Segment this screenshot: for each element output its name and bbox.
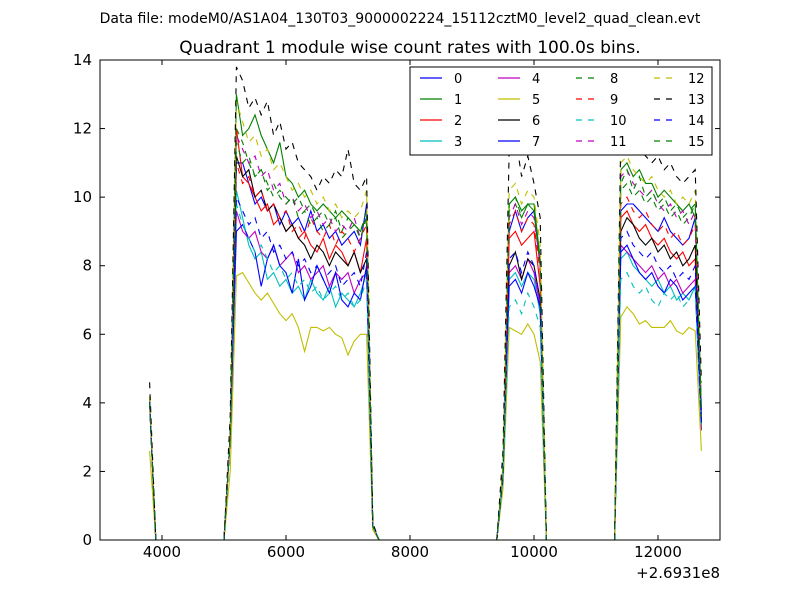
suptitle: Data file: modeM0/AS1A04_130T03_90000022… <box>100 11 701 27</box>
x-offset-label: +2.6931e8 <box>636 564 720 582</box>
legend-label-14: 14 <box>688 114 705 129</box>
legend-label-2: 2 <box>454 114 462 129</box>
legend-label-0: 0 <box>454 72 462 87</box>
y-tick-label: 0 <box>82 531 92 549</box>
legend-label-13: 13 <box>688 93 705 108</box>
y-tick-label: 12 <box>73 120 92 138</box>
y-tick-label: 4 <box>82 394 92 412</box>
x-tick-label: 10000 <box>510 543 558 561</box>
legend-label-5: 5 <box>532 93 540 108</box>
legend-label-1: 1 <box>454 93 462 108</box>
y-tick-label: 8 <box>82 257 92 275</box>
legend-label-10: 10 <box>610 114 627 129</box>
legend-label-12: 12 <box>688 72 705 87</box>
legend-label-6: 6 <box>532 114 540 129</box>
legend-label-8: 8 <box>610 72 618 87</box>
chart: Data file: modeM0/AS1A04_130T03_90000022… <box>0 0 800 600</box>
legend-label-15: 15 <box>688 135 705 150</box>
legend-label-4: 4 <box>532 72 540 87</box>
y-tick-label: 10 <box>73 188 92 206</box>
y-tick-label: 2 <box>82 462 92 480</box>
y-tick-label: 14 <box>73 51 92 69</box>
x-tick-label: 8000 <box>391 543 429 561</box>
legend-label-7: 7 <box>532 135 540 150</box>
y-tick-label: 6 <box>82 325 92 343</box>
x-tick-label: 4000 <box>143 543 181 561</box>
chart-title: Quadrant 1 module wise count rates with … <box>179 38 640 58</box>
legend-label-11: 11 <box>610 135 627 150</box>
x-tick-label: 6000 <box>267 543 305 561</box>
legend-label-3: 3 <box>454 135 462 150</box>
legend-label-9: 9 <box>610 93 618 108</box>
x-tick-label: 12000 <box>634 543 682 561</box>
